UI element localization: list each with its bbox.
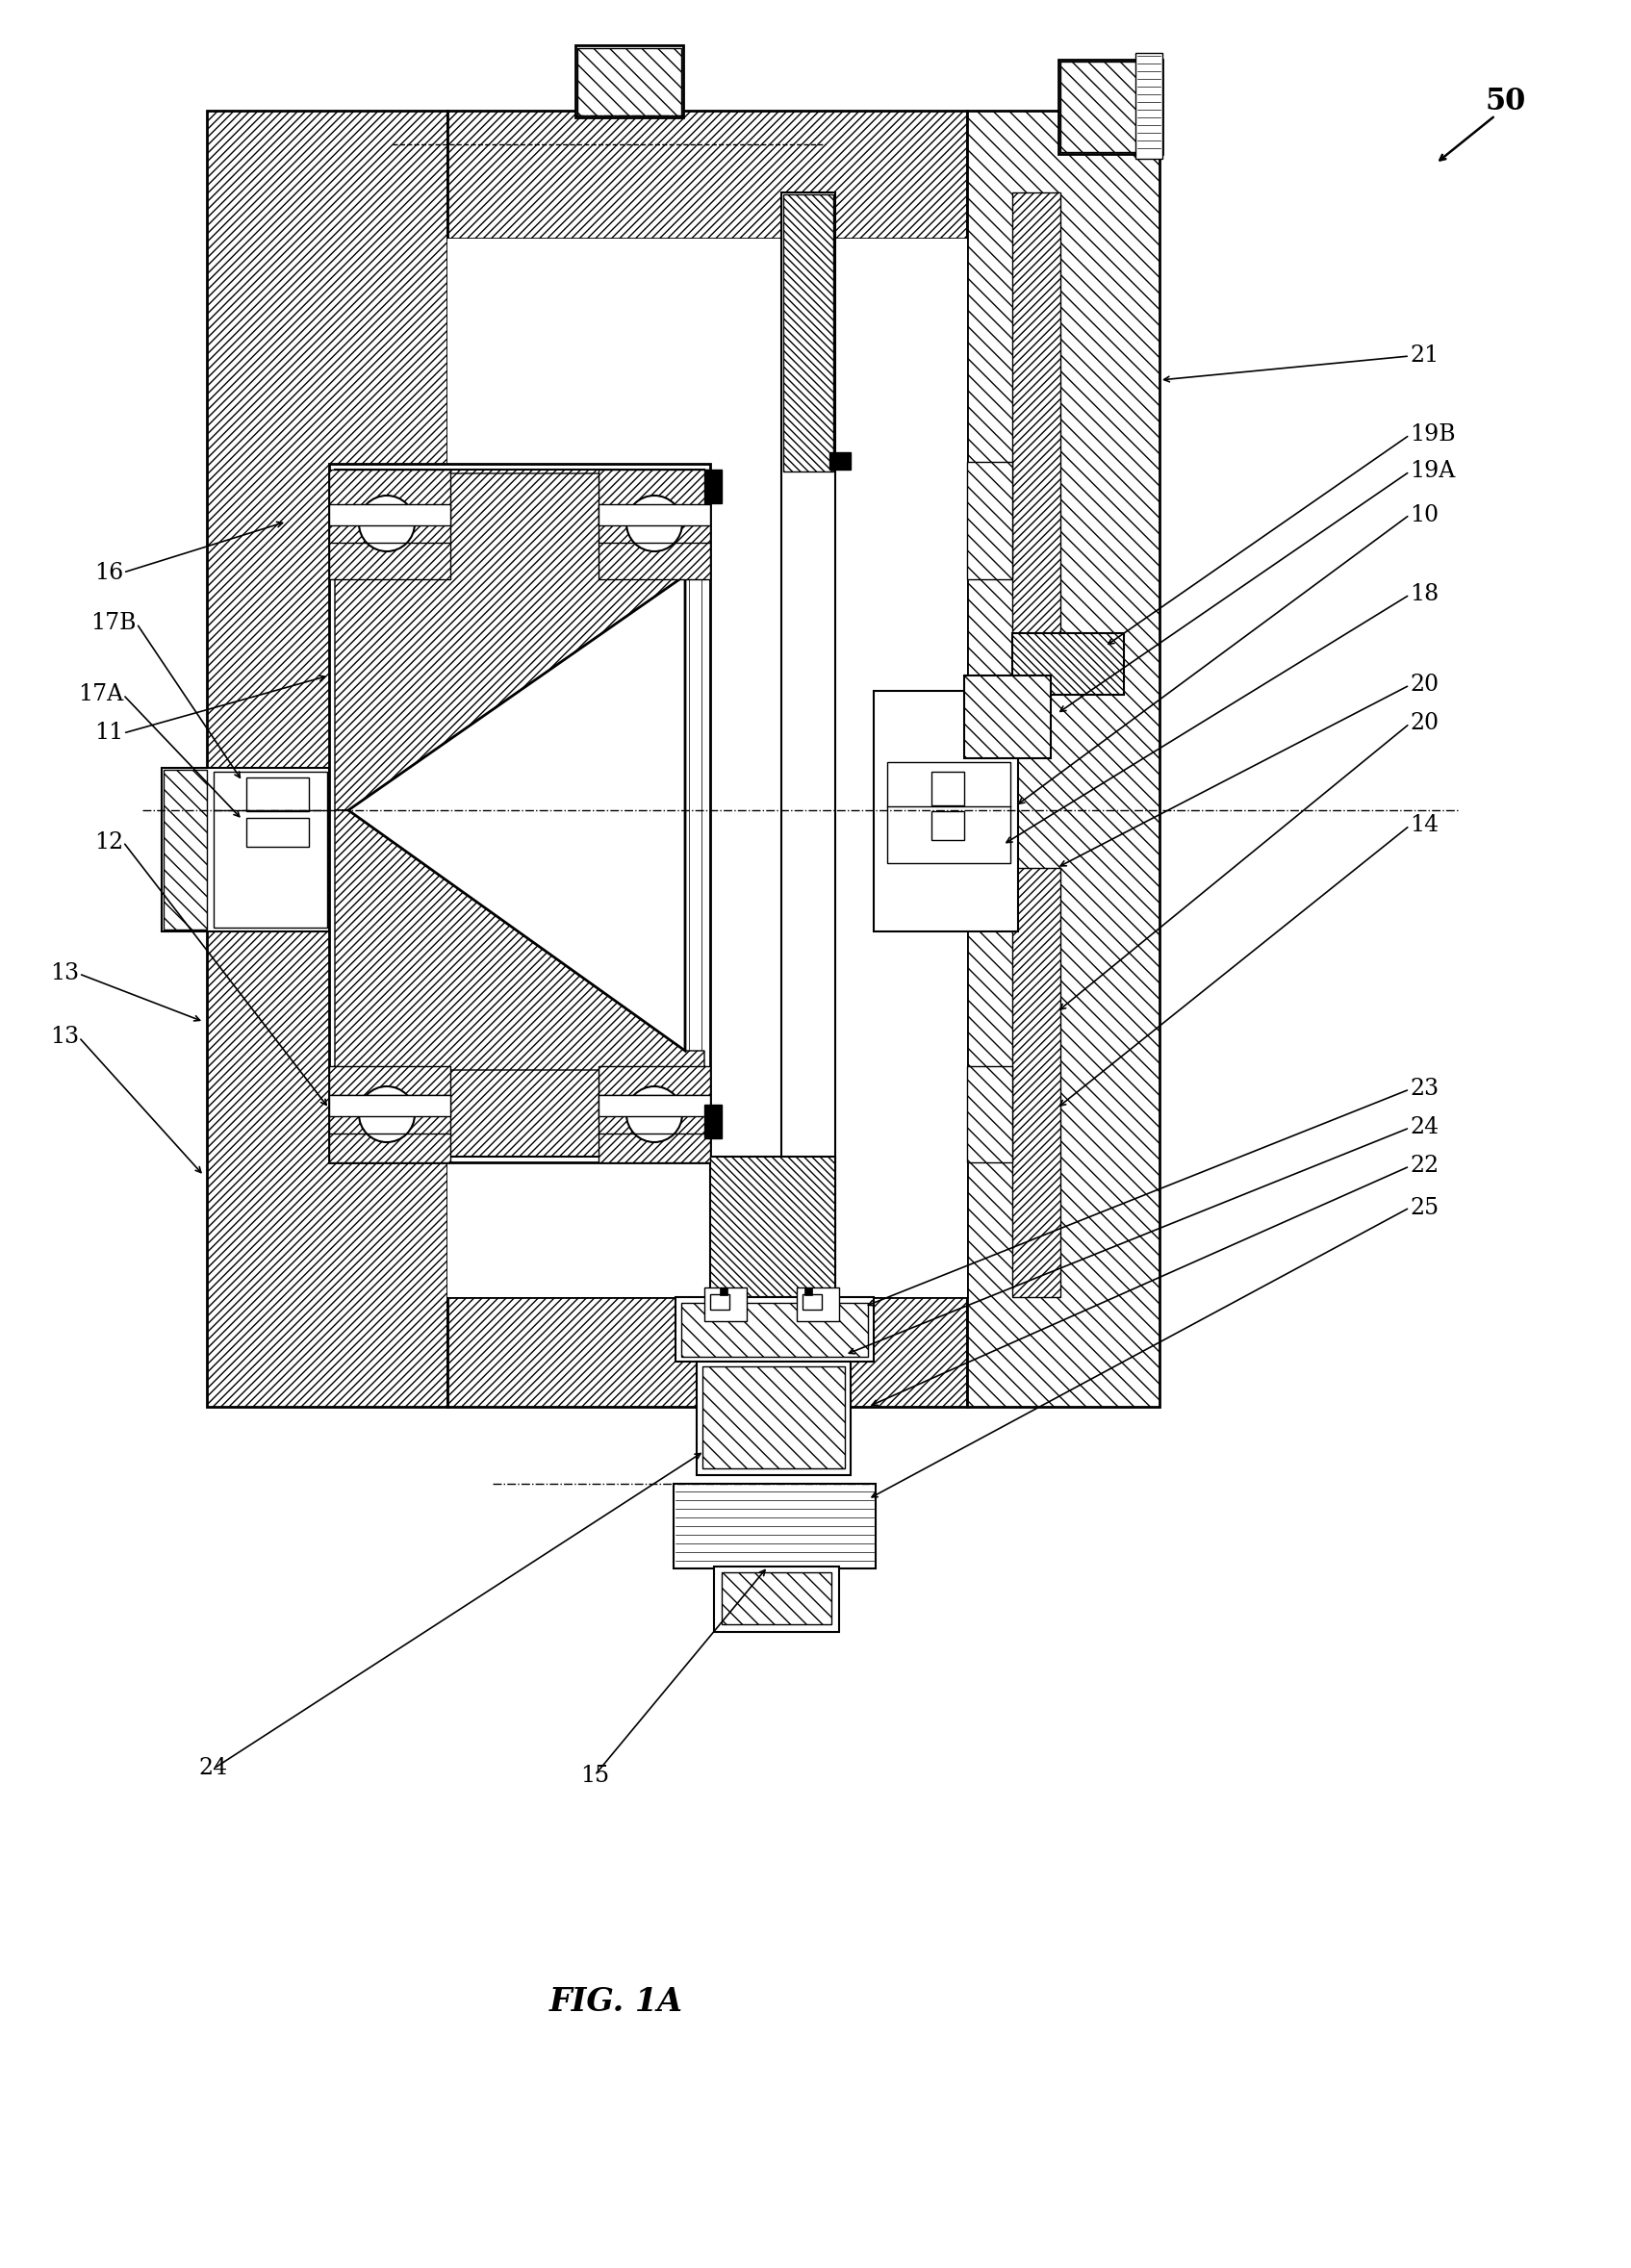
Text: 13: 13 [51,962,78,984]
Polygon shape [682,1302,868,1356]
Bar [705,1288,747,1322]
Bar [796,1288,838,1322]
Circle shape [626,1086,682,1143]
Bar [804,1288,812,1295]
Circle shape [626,494,682,551]
Polygon shape [207,111,447,1406]
Polygon shape [334,810,705,1070]
Bar [599,503,709,526]
Text: 25: 25 [1409,1198,1439,1218]
Polygon shape [967,463,1013,578]
Polygon shape [349,576,685,1050]
Text: 19A: 19A [1409,460,1455,483]
Polygon shape [721,1572,832,1624]
Circle shape [359,1086,414,1143]
Bar [931,771,964,805]
Text: 15: 15 [581,1765,608,1787]
Bar [674,1483,876,1569]
Circle shape [359,494,414,551]
Polygon shape [703,1365,845,1467]
Text: 17A: 17A [78,683,124,705]
Text: 17B: 17B [91,612,137,635]
Polygon shape [1060,61,1161,152]
Text: 24: 24 [1409,1116,1439,1139]
Polygon shape [783,195,833,472]
Polygon shape [334,474,705,810]
Polygon shape [334,469,705,578]
Polygon shape [447,111,967,238]
Bar [802,1295,822,1309]
Polygon shape [329,1066,450,1163]
Bar [1059,59,1163,154]
Bar [1135,52,1163,159]
Polygon shape [964,676,1050,758]
Bar [709,1295,729,1309]
Bar [887,762,1010,864]
Polygon shape [599,1066,709,1163]
Bar [246,778,308,812]
Text: 50: 50 [1486,86,1527,116]
Text: 18: 18 [1409,583,1439,606]
Text: 10: 10 [1409,503,1439,526]
Polygon shape [1013,193,1060,637]
Bar [329,503,450,526]
Text: 23: 23 [1409,1077,1439,1100]
Bar [599,1095,709,1116]
Text: FIG. 1A: FIG. 1A [550,1984,683,2016]
Text: 22: 22 [1409,1154,1439,1177]
Bar [705,469,721,503]
Polygon shape [447,1297,967,1406]
Polygon shape [334,1066,705,1157]
Text: 20: 20 [1409,674,1439,696]
Text: 14: 14 [1409,814,1439,837]
Bar [830,451,851,469]
Bar [329,1095,450,1116]
Text: 20: 20 [1409,712,1439,735]
Polygon shape [163,769,207,930]
Bar [246,819,308,846]
Polygon shape [329,469,450,578]
Bar [714,1567,838,1633]
Text: 12: 12 [95,830,124,853]
Bar [214,771,328,928]
Polygon shape [1013,869,1060,1297]
Polygon shape [874,692,1018,932]
Bar [447,238,967,1297]
Polygon shape [967,111,1160,1406]
Text: 19B: 19B [1409,424,1455,447]
Bar [576,45,683,118]
Bar [719,1288,727,1295]
Text: 24: 24 [199,1758,228,1780]
Text: 21: 21 [1409,345,1439,367]
Bar [696,1361,851,1474]
Bar [931,812,964,839]
Polygon shape [675,1297,874,1361]
Text: 13: 13 [51,1025,78,1048]
Polygon shape [599,469,709,578]
Polygon shape [709,1157,835,1297]
Polygon shape [967,1066,1013,1163]
Bar [781,193,835,1297]
Text: 16: 16 [95,562,124,583]
Polygon shape [783,1157,833,1297]
Bar [705,1105,721,1139]
Text: 11: 11 [95,721,124,744]
Polygon shape [1013,633,1124,694]
Polygon shape [329,463,709,1163]
Polygon shape [577,48,682,116]
Polygon shape [161,769,329,932]
